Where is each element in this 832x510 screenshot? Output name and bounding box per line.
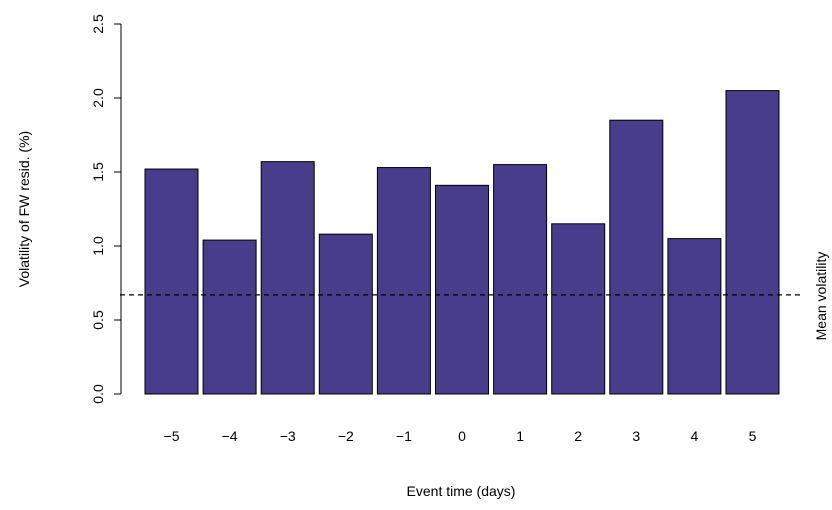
y-tick-label: 2.0 — [90, 88, 106, 108]
bar — [494, 165, 547, 394]
y-tick-label: 0.0 — [90, 384, 106, 404]
x-tick-label: 5 — [749, 428, 757, 444]
bar — [203, 240, 256, 394]
x-tick-label: −5 — [164, 428, 180, 444]
bar — [552, 224, 605, 394]
bar — [319, 234, 372, 394]
bar — [145, 169, 198, 394]
x-tick-label: −4 — [222, 428, 238, 444]
x-tick-label: 1 — [516, 428, 524, 444]
y-tick-label: 1.0 — [90, 236, 106, 256]
x-tick-label: −3 — [280, 428, 296, 444]
x-tick-label: 0 — [458, 428, 466, 444]
bar — [261, 162, 314, 394]
mean-volatility-label: Mean volatility — [813, 252, 829, 341]
y-axis: 0.0 0.5 1.0 1.5 2.0 2.5 — [90, 14, 121, 404]
bars — [145, 91, 779, 394]
x-tick-label: 3 — [632, 428, 640, 444]
y-tick-label: 1.5 — [90, 162, 106, 182]
x-tick-label: −1 — [396, 428, 412, 444]
x-tick-labels: −5 −4 −3 −2 −1 0 1 2 3 4 5 — [164, 428, 757, 444]
x-axis-title: Event time (days) — [407, 483, 516, 499]
bar — [436, 185, 489, 394]
y-axis-title: Volatility of FW resid. (%) — [16, 131, 32, 287]
x-tick-label: 2 — [574, 428, 582, 444]
bar — [726, 91, 779, 394]
bar — [377, 168, 430, 394]
x-tick-label: −2 — [338, 428, 354, 444]
x-tick-label: 4 — [691, 428, 699, 444]
y-tick-label: 0.5 — [90, 310, 106, 330]
y-tick-label: 2.5 — [90, 14, 106, 34]
bar — [610, 120, 663, 394]
bar — [668, 239, 721, 394]
